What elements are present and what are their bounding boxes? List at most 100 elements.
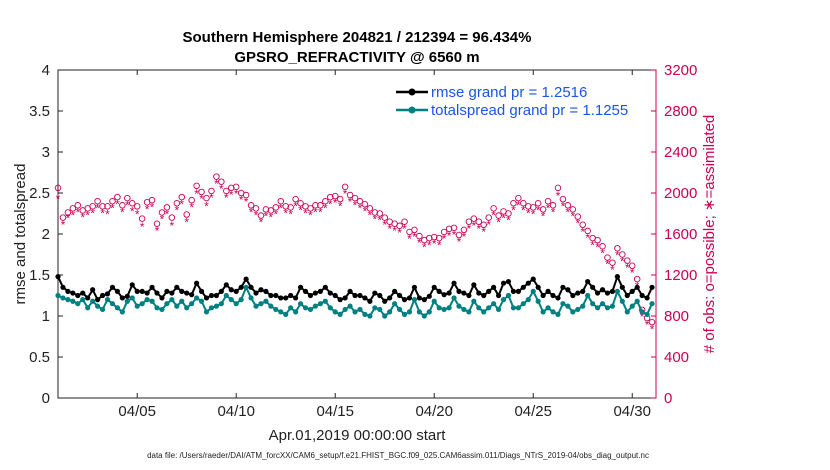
y-right-tick-label: 3200: [664, 62, 697, 79]
totalspread-point: [109, 301, 116, 307]
totalspread-point: [396, 306, 403, 313]
obs-assimilated-point: *: [467, 222, 472, 236]
x-tick-label: 04/20: [415, 403, 453, 420]
rmse-point: [307, 292, 314, 299]
obs-assimilated-point: *: [605, 258, 610, 272]
obs-possible-point: [213, 173, 220, 180]
obs-assimilated-point: *: [600, 246, 605, 260]
totalspread-point: [184, 305, 190, 311]
obs-possible-point: [119, 202, 126, 209]
rmse-point: [283, 295, 289, 301]
obs-possible-point: [371, 209, 379, 216]
chart-title-line2: GPSRO_REFRACTIVITY @ 6560 m: [234, 49, 479, 66]
obs-possible-point: [64, 209, 72, 216]
obs-possible-point: [495, 212, 502, 219]
rmse-point: [198, 288, 205, 294]
rmse-point: [515, 288, 521, 294]
obs-assimilated-point: *: [199, 192, 204, 206]
obs-possible-point: [153, 220, 161, 227]
y-left-tick-label: 3.5: [29, 103, 50, 120]
rmse-point: [80, 290, 86, 296]
obs-assimilated-point: *: [496, 216, 501, 230]
totalspread-point: [500, 297, 507, 303]
rmse-point: [570, 292, 576, 299]
obs-possible-point: [396, 222, 403, 230]
obs-possible-point: [114, 193, 121, 201]
obs-possible-point: [544, 197, 552, 205]
totalspread-point: [312, 303, 319, 309]
rmse-point: [119, 295, 125, 301]
totalspread-point: [179, 298, 185, 304]
obs-assimilated-point: *: [105, 208, 110, 222]
obs-possible-point: [549, 202, 557, 209]
obs-possible-point: [559, 195, 567, 203]
totalspread-point: [317, 301, 323, 307]
obs-assimilated-point: *: [640, 310, 645, 324]
totalspread-point: [164, 301, 170, 307]
obs-assimilated-point: *: [308, 209, 313, 223]
totalspread-point: [357, 306, 363, 313]
obs-assimilated-point: *: [526, 206, 531, 220]
rmse-point: [243, 276, 249, 282]
rmse-point: [461, 290, 467, 296]
totalspread-point: [367, 313, 373, 319]
y-right-tick-label: 2400: [664, 144, 697, 161]
rmse-point: [55, 274, 61, 280]
obs-assimilated-point: *: [150, 200, 155, 214]
rmse-point: [90, 287, 96, 293]
rmse-point: [372, 290, 378, 296]
obs-assimilated-point: *: [471, 219, 476, 233]
rmse-point: [65, 288, 71, 294]
rmse-point: [387, 295, 393, 301]
obs-assimilated-point: *: [516, 198, 521, 212]
legend-spread-marker: [408, 106, 416, 114]
rmse-point: [327, 290, 333, 296]
legend: rmse grand pr = 1.2516 totalspread grand…: [396, 84, 628, 119]
obs-assimilated-point: *: [511, 203, 516, 217]
rmse-point: [332, 292, 338, 299]
obs-possible-point: [59, 214, 67, 221]
obs-assimilated-point: *: [100, 206, 105, 220]
obs-assimilated-point: *: [521, 203, 526, 217]
rmse-point: [164, 288, 170, 294]
x-tick-label: 04/30: [613, 403, 651, 420]
totalspread-point: [248, 295, 254, 301]
totalspread-point: [491, 301, 497, 307]
obs-assimilated-point: *: [457, 235, 462, 249]
rmse-point: [174, 284, 180, 290]
rmse-point: [431, 284, 437, 290]
obs-assimilated-point: *: [125, 198, 130, 212]
rmse-point: [208, 292, 215, 299]
totalspread-point: [208, 305, 215, 311]
obs-possible-point: [569, 206, 577, 213]
totalspread-point: [223, 292, 229, 299]
obs-possible-point: [331, 192, 339, 200]
obs-possible-point: [366, 205, 374, 212]
totalspread-point: [565, 303, 571, 309]
obs-possible-point: [450, 224, 458, 232]
obs-assimilated-point: *: [417, 236, 422, 250]
obs-assimilated-point: *: [56, 192, 61, 206]
obs-possible-point: [401, 218, 408, 225]
obs-possible-point: [411, 226, 418, 234]
obs-possible-point: [529, 204, 537, 211]
obs-assimilated-point: *: [179, 197, 184, 211]
totalspread-point: [213, 303, 220, 309]
obs-assimilated-point: *: [620, 255, 625, 269]
obs-possible-point: [465, 218, 473, 225]
totalspread-point: [194, 295, 200, 301]
obs-assimilated-point: *: [397, 226, 402, 240]
rmse-point: [258, 287, 264, 293]
totalspread-point: [139, 301, 145, 307]
rmse-point: [401, 297, 408, 303]
totalspread-point: [65, 297, 71, 303]
obs-assimilated-point: *: [288, 208, 293, 222]
rmse-point: [555, 295, 561, 301]
obs-assimilated-point: *: [531, 208, 536, 222]
obs-possible-point: [99, 203, 106, 210]
rmse-point: [382, 298, 388, 304]
obs-assimilated-point: *: [570, 210, 575, 224]
totalspread-point: [545, 305, 551, 311]
obs-possible-point: [485, 214, 492, 221]
obs-assimilated-point: *: [580, 225, 585, 239]
